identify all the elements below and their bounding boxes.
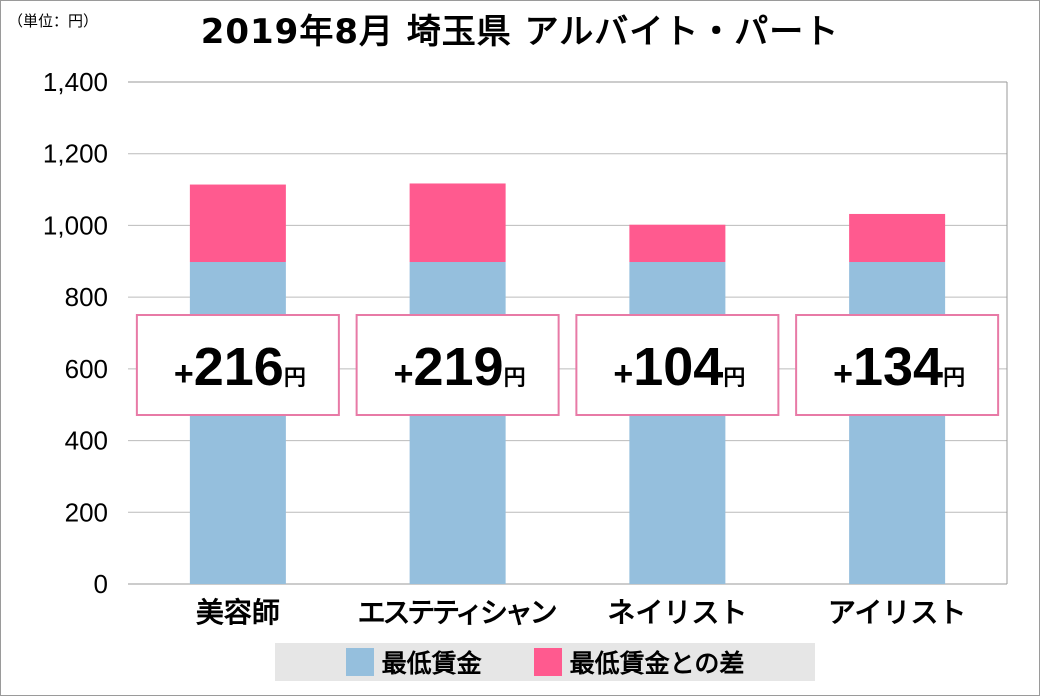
x-tick-label: ネイリスト: [607, 596, 747, 629]
chart-title: 2019年8月 埼玉県 アルバイト・パート: [200, 12, 840, 52]
y-tick-label: 1,200: [43, 139, 108, 169]
x-tick-label: 美容師: [196, 596, 280, 629]
legend: 最低賃金 最低賃金との差: [275, 643, 815, 681]
callout-label: +219円: [394, 337, 526, 397]
callout-box: [795, 314, 1000, 416]
bar-diff: [189, 184, 286, 263]
x-tick-label: エステティシャン: [358, 596, 558, 629]
y-tick-label: 800: [65, 282, 108, 312]
y-tick-label: 1,000: [43, 210, 108, 240]
callout-label: +134円: [833, 337, 965, 397]
bar-base: [189, 262, 286, 584]
callout-label: +104円: [613, 337, 745, 397]
legend-swatch-base: [345, 648, 374, 676]
legend-label-diff: 最低賃金との差: [569, 649, 745, 678]
x-tick-label: アイリスト: [828, 596, 967, 629]
legend-item-diff: 最低賃金との差: [533, 644, 745, 680]
legend-swatch-diff: [533, 648, 562, 676]
callout-box: [355, 314, 560, 416]
bar-diff: [629, 224, 726, 263]
bar-diff: [409, 183, 506, 263]
bar-base: [409, 262, 506, 584]
legend-item-base: 最低賃金: [345, 644, 482, 680]
y-tick-label: 200: [65, 497, 108, 527]
y-tick-label: 1,400: [43, 67, 108, 97]
legend-label-base: 最低賃金: [381, 649, 482, 678]
callout-box: [575, 314, 780, 416]
unit-label: （単位：円）: [8, 12, 99, 30]
y-tick-label: 0: [94, 569, 108, 599]
y-tick-label: 400: [65, 426, 108, 456]
callout-box: [135, 314, 340, 416]
bar-diff: [849, 213, 946, 263]
y-tick-label: 600: [65, 354, 108, 384]
bar-base: [629, 262, 726, 584]
callout-label: +216円: [174, 337, 306, 397]
bar-base: [849, 262, 946, 584]
